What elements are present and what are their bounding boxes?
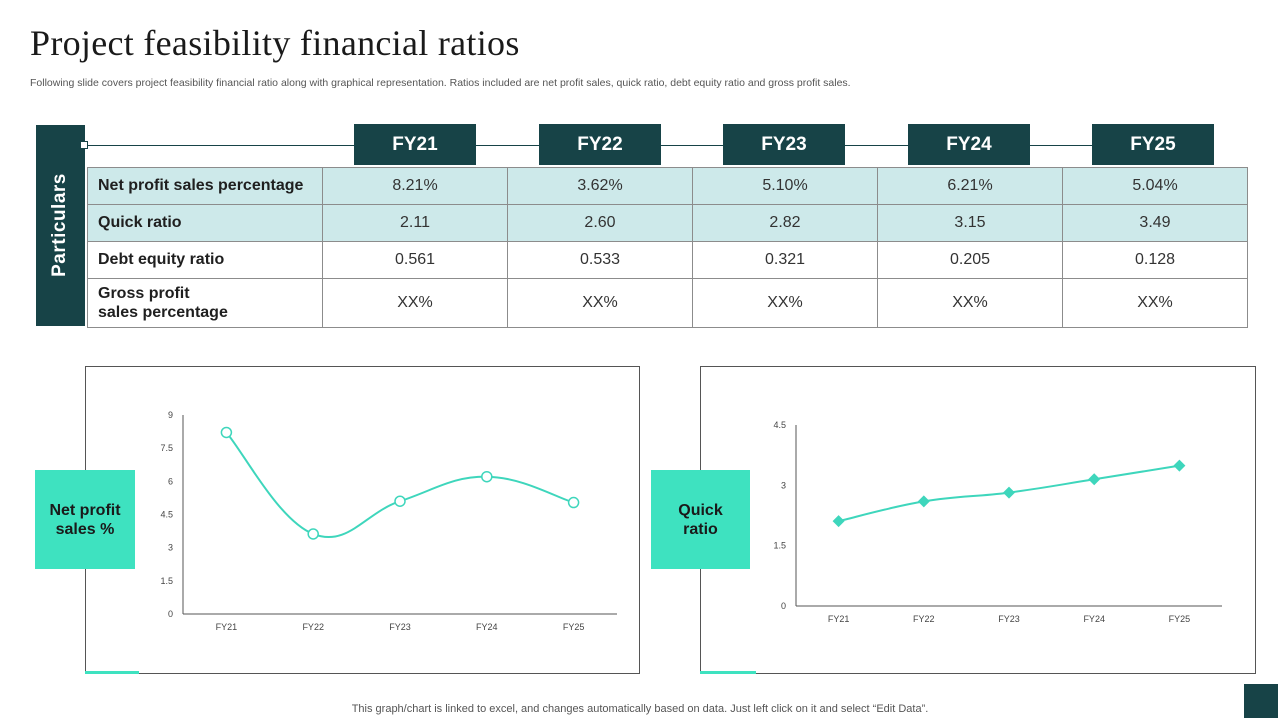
- table-row: Gross profit sales percentage XX% XX% XX…: [87, 278, 1248, 328]
- page-subtitle: Following slide covers project feasibili…: [30, 77, 851, 89]
- net-profit-tag: Net profit sales %: [35, 470, 135, 569]
- data-point[interactable]: [394, 495, 406, 507]
- x-tick-label: FY24: [1083, 614, 1105, 624]
- y-tick-label: 6: [168, 476, 173, 486]
- year-header-fy25: FY25: [1092, 124, 1214, 165]
- y-tick-label: 3: [781, 480, 786, 490]
- row-label: Net profit sales percentage: [87, 167, 323, 205]
- corner-block: [1244, 684, 1278, 718]
- row-label: Debt equity ratio: [87, 241, 323, 279]
- y-tick-label: 0: [781, 601, 786, 611]
- y-tick-label: 1.5: [160, 576, 173, 586]
- table-cell: 0.321: [692, 241, 878, 279]
- net-profit-chart[interactable]: 0 1.5 3 4.5 6 7.5 9 FY21 FY22 FY23 FY24 FY25: [86, 367, 639, 673]
- table-cell: XX%: [1062, 278, 1248, 328]
- table-cell: XX%: [507, 278, 693, 328]
- particulars-bar: [36, 125, 85, 326]
- table-cell: 0.561: [322, 241, 508, 279]
- particulars-label: Particulars: [49, 173, 70, 277]
- year-header-fy21: FY21: [354, 124, 476, 165]
- table-cell: 3.62%: [507, 167, 693, 205]
- table-cell: 3.49: [1062, 204, 1248, 242]
- table-cell: 2.82: [692, 204, 878, 242]
- table-cell: 0.205: [877, 241, 1063, 279]
- table-cell: XX%: [322, 278, 508, 328]
- data-point[interactable]: [1088, 473, 1101, 486]
- year-header-fy23: FY23: [723, 124, 845, 165]
- data-point[interactable]: [1173, 459, 1186, 472]
- data-point[interactable]: [481, 470, 493, 483]
- y-tick-label: 9: [168, 410, 173, 420]
- quick-ratio-tag: Quick ratio: [651, 470, 750, 569]
- x-tick-label: FY21: [828, 614, 850, 624]
- year-header-fy24: FY24: [908, 124, 1030, 165]
- table-cell: 2.60: [507, 204, 693, 242]
- x-tick-label: FY23: [998, 614, 1020, 624]
- data-point[interactable]: [1003, 486, 1015, 499]
- connector-node: [80, 141, 88, 149]
- ratios-table: Net profit sales percentage 8.21% 3.62% …: [87, 167, 1248, 328]
- year-header-fy22: FY22: [539, 124, 661, 165]
- x-tick-label: FY23: [389, 622, 411, 632]
- data-point[interactable]: [832, 515, 845, 528]
- data-point[interactable]: [567, 496, 580, 509]
- table-cell: 8.21%: [322, 167, 508, 205]
- table-cell: 0.533: [507, 241, 693, 279]
- x-tick-label: FY25: [1169, 614, 1191, 624]
- table-cell: 5.10%: [692, 167, 878, 205]
- chart-accent-underline: [700, 671, 756, 674]
- x-tick-label: FY24: [476, 622, 498, 632]
- table-cell: XX%: [692, 278, 878, 328]
- data-point[interactable]: [307, 528, 319, 540]
- x-tick-label: FY25: [563, 622, 585, 632]
- y-tick-label: 4.5: [160, 510, 173, 520]
- table-row: Net profit sales percentage 8.21% 3.62% …: [87, 167, 1248, 205]
- page-title: Project feasibility financial ratios: [30, 23, 520, 63]
- row-label: Gross profit sales percentage: [87, 278, 323, 328]
- y-tick-label: 0: [168, 609, 173, 619]
- table-cell: 5.04%: [1062, 167, 1248, 205]
- y-tick-label: 7.5: [160, 443, 173, 453]
- table-row: Quick ratio 2.11 2.60 2.82 3.15 3.49: [87, 204, 1248, 242]
- net-profit-chart-panel: 0 1.5 3 4.5 6 7.5 9 FY21 FY22 FY23 FY24 FY25: [85, 366, 640, 674]
- quick-ratio-chart[interactable]: 0 1.5 3 4.5 FY21 FY22 FY23 FY24 FY25: [701, 367, 1255, 673]
- x-tick-label: FY21: [216, 622, 238, 632]
- table-cell: 0.128: [1062, 241, 1248, 279]
- series-line: [225, 431, 574, 539]
- table-cell: 2.11: [322, 204, 508, 242]
- y-tick-label: 4.5: [773, 420, 786, 430]
- quick-ratio-chart-panel: 0 1.5 3 4.5 FY21 FY22 FY23 FY24 FY25: [700, 366, 1256, 674]
- x-tick-label: FY22: [302, 622, 324, 632]
- table-cell: 3.15: [877, 204, 1063, 242]
- footer-note: This graph/chart is linked to excel, and…: [351, 703, 929, 715]
- table-cell: XX%: [877, 278, 1063, 328]
- y-tick-label: 3: [168, 543, 173, 553]
- y-tick-label: 1.5: [773, 541, 786, 551]
- data-point[interactable]: [917, 495, 930, 508]
- data-point[interactable]: [220, 426, 233, 439]
- table-cell: 6.21%: [877, 167, 1063, 205]
- x-tick-label: FY22: [913, 614, 935, 624]
- chart-accent-underline: [85, 671, 139, 674]
- row-label: Quick ratio: [87, 204, 323, 242]
- table-row: Debt equity ratio 0.561 0.533 0.321 0.20…: [87, 241, 1248, 279]
